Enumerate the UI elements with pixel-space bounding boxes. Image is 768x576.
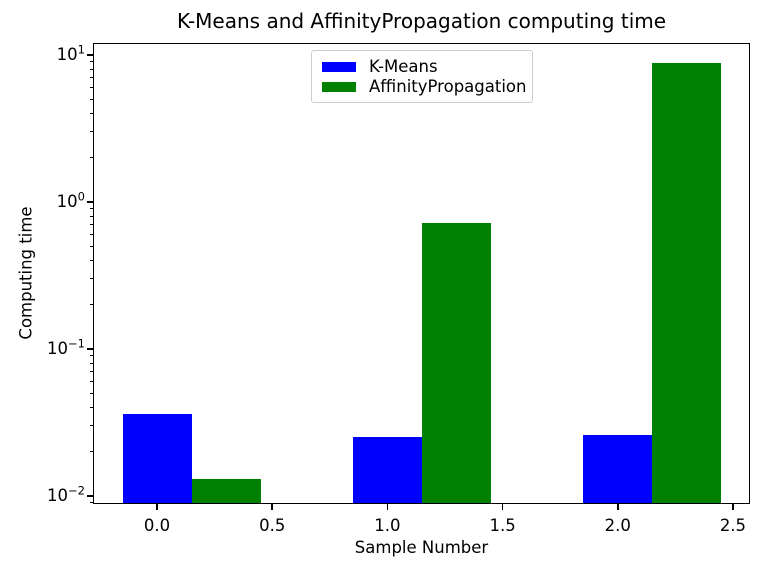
y-minor-tick <box>89 61 93 63</box>
y-minor-tick <box>89 215 93 217</box>
y-minor-tick <box>89 77 93 79</box>
y-major-tick <box>87 495 93 497</box>
x-tick-label: 0.0 <box>143 516 171 535</box>
y-minor-tick <box>89 304 93 306</box>
x-tick <box>156 504 158 510</box>
y-minor-tick <box>89 224 93 226</box>
bar-affinitypropagation-2 <box>652 63 722 504</box>
y-minor-tick <box>89 425 93 427</box>
y-minor-tick <box>89 502 93 504</box>
y-minor-tick <box>89 381 93 383</box>
x-tick <box>732 504 734 510</box>
legend-item-kmeans: K-Means <box>322 57 522 77</box>
y-tick-label: 10−2 <box>47 483 85 505</box>
x-tick <box>271 504 273 510</box>
y-minor-tick <box>89 113 93 115</box>
y-minor-tick <box>89 371 93 373</box>
x-tick-label: 1.5 <box>489 516 516 535</box>
y-minor-tick <box>89 355 93 357</box>
y-minor-tick <box>89 406 93 408</box>
y-minor-tick <box>89 245 93 247</box>
y-tick-label: 100 <box>56 189 85 212</box>
legend-label-kmeans: K-Means <box>369 57 438 76</box>
plot-area <box>93 43 750 504</box>
y-major-tick <box>87 201 93 203</box>
y-minor-tick <box>89 234 93 236</box>
bar-k-means-2 <box>583 434 653 504</box>
legend-label-affinitypropagation: AffinityPropagation <box>369 77 527 96</box>
legend: K-Means AffinityPropagation <box>311 50 533 103</box>
y-minor-tick <box>89 451 93 453</box>
legend-item-affinitypropagation: AffinityPropagation <box>322 77 526 97</box>
y-minor-tick <box>89 68 93 70</box>
y-minor-tick <box>89 87 93 89</box>
x-tick <box>386 504 389 510</box>
y-minor-tick <box>89 208 93 210</box>
x-tick-label: 1.0 <box>374 516 401 535</box>
y-major-tick <box>87 54 93 56</box>
y-tick-label: 101 <box>56 42 85 65</box>
bar-affinitypropagation-1 <box>422 223 492 504</box>
y-tick-label: 10−1 <box>47 336 85 358</box>
bar-k-means-1 <box>352 437 422 504</box>
x-tick <box>501 504 504 510</box>
x-tick <box>617 504 619 510</box>
x-tick-label: 0.5 <box>259 516 286 535</box>
y-minor-tick <box>89 157 93 159</box>
y-minor-tick <box>89 98 93 100</box>
y-minor-tick <box>89 362 93 364</box>
y-minor-tick <box>89 260 93 261</box>
bar-affinitypropagation-0 <box>191 479 261 504</box>
y-minor-tick <box>89 392 93 394</box>
bar-k-means-0 <box>122 414 192 504</box>
y-minor-tick <box>89 278 93 280</box>
x-tick-label: 2.0 <box>604 516 631 535</box>
y-minor-tick <box>89 131 93 133</box>
legend-swatch-kmeans <box>322 62 356 72</box>
x-tick-label: 2.5 <box>719 516 747 535</box>
chart-title: K-Means and AffinityPropagation computin… <box>176 9 667 33</box>
legend-swatch-affinitypropagation <box>322 82 356 92</box>
y-major-tick <box>87 348 93 350</box>
x-axis-label: Sample Number <box>354 538 489 557</box>
y-axis-label-text: Computing time <box>16 206 36 340</box>
